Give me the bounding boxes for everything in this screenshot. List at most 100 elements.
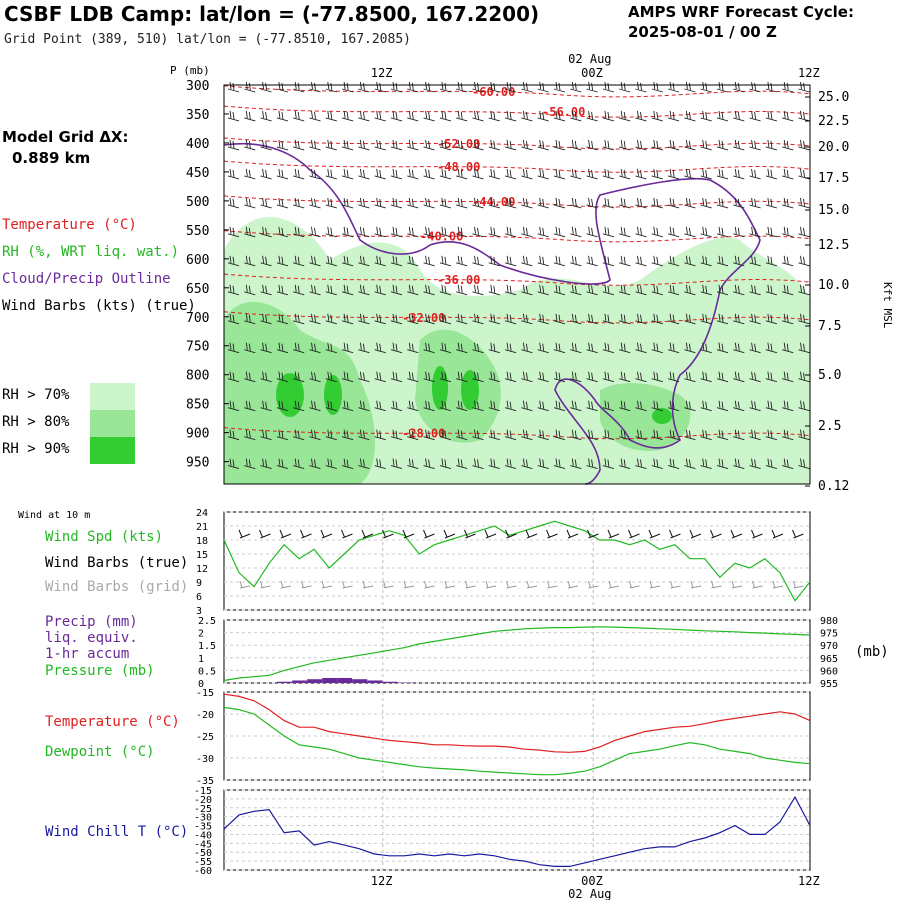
wind-barb [309,255,321,267]
wind-barb [407,197,419,209]
precip-tick-label: 2.5 [198,616,216,627]
wind-barb [341,313,354,325]
kft-axis-title: Kft MSL [881,282,894,329]
wind-barb [749,139,761,151]
wind-speed-tick-label: 15 [196,550,208,561]
wind-barb [570,81,582,93]
wind-barb [472,168,484,180]
bottom-date-tick-label: 02 Aug [568,887,611,900]
wind-barb [521,110,533,122]
wind-barb [472,371,484,383]
wind-barb [635,342,647,354]
wind-barb [293,226,305,238]
wind-barb [423,342,435,354]
wind-barb [374,342,386,354]
rh-90-region [652,408,672,424]
wind-barb [407,168,419,180]
wind-barb [260,284,272,296]
wind-barb [651,284,663,296]
wind-barb [456,168,468,180]
wind-barb [407,81,419,93]
wind-barb [423,458,435,470]
wind-barb [472,284,484,296]
wind-barb-true [300,529,312,539]
wind-barb [749,197,761,209]
wind-barb [260,168,272,180]
rh-80-region [600,383,691,451]
wind-barb-grid [260,580,271,589]
wind-barb-grid [690,580,702,589]
wind-barb [423,400,435,412]
temperature-contour-label: -36.00 [437,273,480,287]
wind-barb [635,197,647,209]
wind-barb [276,284,289,296]
wind-barb [227,226,240,238]
wind-barb [619,110,631,122]
wind-barb [276,400,289,412]
wind-barb [651,371,663,383]
pressure-tick-label: 500 [186,195,209,210]
precip-tick-label: 0 [198,679,204,690]
wind-barb [504,168,517,180]
wind-barb-true [259,529,271,539]
wind-barb [374,284,386,296]
wind-barb [504,458,517,470]
wind-barb [782,226,794,238]
wind-barb [602,342,615,354]
wind-barb [684,226,696,238]
wind-barb [782,458,794,470]
wind-barb [602,371,615,383]
wind-barb [667,313,680,325]
wind-barb [782,255,794,267]
rh-key-90-swatch [90,437,135,464]
wind-barb [749,226,761,238]
wind-barb [456,110,468,122]
wind-barb [749,342,761,354]
wind-barb [456,342,468,354]
wind-barb [537,255,549,267]
wind-barb [390,197,403,209]
wind-barb [276,458,289,470]
wind-barb-true [669,529,681,539]
wind-barb-grid [424,580,435,589]
wind-speed-line [223,520,811,602]
wind-barb [227,284,240,296]
wind-barb [765,255,778,267]
grid-point-label: Grid Point (389, 510) lat/lon = (-77.851… [4,32,411,47]
wind-barb [667,139,680,151]
wind-barb [488,313,500,325]
wind-barb [798,255,810,267]
wind-barb-true [361,529,374,539]
wind-barb [570,110,582,122]
wind-barb [667,371,680,383]
temperature-contour-label: -44.00 [472,195,515,209]
precip-bar [292,680,308,683]
wind-barb [504,284,517,296]
wind-barb-true [525,529,538,539]
wind-barb [521,226,533,238]
wind-barb [244,458,256,470]
wind-barb [570,458,582,470]
wind-barb [276,81,289,93]
wind-barb [390,284,403,296]
wind-barb-true [484,529,497,539]
wind-barb [407,226,419,238]
wind-barb [782,371,794,383]
wind-barb-grid [752,580,763,589]
wind-barb-true [279,529,292,539]
wind-barb [651,255,663,267]
wind-barb [635,458,647,470]
precip-tick-label: 1.5 [198,641,216,652]
wind-barb [276,342,289,354]
wind-barb [472,429,484,441]
wind-barb-true [628,529,640,539]
wind-barb [456,371,468,383]
wind-barb [309,110,321,122]
wind-barb [749,371,761,383]
wind-barb [374,400,386,412]
wind-barb [374,226,386,238]
wind-barb [439,342,452,354]
wind-barb [439,313,452,325]
wind-barb [586,371,598,383]
